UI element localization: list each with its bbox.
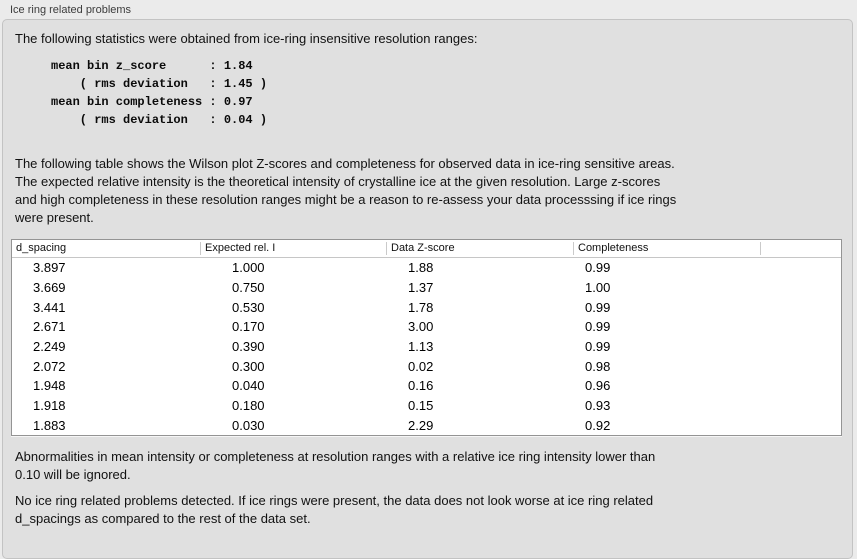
table-row[interactable]: 1.948 0.040 0.16 0.96 [12,376,841,396]
ice-ring-groupbox: The following statistics were obtained f… [2,19,853,559]
table-row[interactable]: 2.072 0.300 0.02 0.98 [12,356,841,376]
cell-completeness: 0.93 [585,398,611,414]
cell-expected-rel-i: 0.530 [232,299,265,315]
cell-d-spacing: 3.897 [33,260,66,276]
cell-expected-rel-i: 0.170 [232,319,265,335]
cell-expected-rel-i: 0.300 [232,358,265,374]
table-row[interactable]: 2.671 0.170 3.00 0.99 [12,317,841,337]
ignore-note: Abnormalities in mean intensity or compl… [15,449,656,482]
cell-completeness: 1.00 [585,280,611,296]
column-header-spacer [760,242,841,255]
cell-expected-rel-i: 0.040 [232,378,265,394]
table-row[interactable]: 3.441 0.530 1.78 0.99 [12,297,841,317]
cell-d-spacing: 3.669 [33,280,66,296]
cell-d-spacing: 1.948 [33,378,66,394]
cell-completeness: 0.92 [585,417,611,433]
conclusion-note: No ice ring related problems detected. I… [15,493,654,526]
column-header-data-z-score[interactable]: Data Z-score [386,242,573,255]
table-body: 3.897 1.000 1.88 0.99 3.669 0.750 1.37 1… [12,258,841,435]
column-header-completeness[interactable]: Completeness [573,242,760,255]
cell-data-z-score: 1.78 [408,299,434,315]
cell-d-spacing: 3.441 [33,299,66,315]
cell-data-z-score: 0.16 [408,378,434,394]
panel-title: Ice ring related problems [10,4,132,16]
table-row[interactable]: 2.249 0.390 1.13 0.99 [12,337,841,357]
cell-completeness: 0.96 [585,378,611,394]
intro-text: The following statistics were obtained f… [15,31,478,46]
table-row[interactable]: 1.883 0.030 2.29 0.92 [12,416,841,436]
cell-d-spacing: 2.249 [33,339,66,355]
cell-data-z-score: 3.00 [408,319,434,335]
cell-data-z-score: 2.29 [408,417,434,433]
table-row[interactable]: 3.897 1.000 1.88 0.99 [12,258,841,278]
cell-expected-rel-i: 1.000 [232,260,265,276]
cell-data-z-score: 1.37 [408,280,434,296]
table-row[interactable]: 3.669 0.750 1.37 1.00 [12,278,841,298]
cell-expected-rel-i: 0.030 [232,417,265,433]
cell-d-spacing: 2.072 [33,358,66,374]
cell-data-z-score: 1.13 [408,339,434,355]
cell-completeness: 0.99 [585,319,611,335]
cell-data-z-score: 0.15 [408,398,434,414]
table-description: The following table shows the Wilson plo… [15,156,677,225]
ice-ring-table: d_spacing Expected rel. I Data Z-score C… [11,239,842,436]
table-header-row: d_spacing Expected rel. I Data Z-score C… [12,240,841,258]
cell-data-z-score: 0.02 [408,358,434,374]
ice-ring-statistics-block: mean bin z_score : 1.84 ( rms deviation … [51,59,268,127]
cell-d-spacing: 1.918 [33,398,66,414]
column-header-expected-rel-i[interactable]: Expected rel. I [200,242,386,255]
cell-d-spacing: 1.883 [33,417,66,433]
cell-expected-rel-i: 0.180 [232,398,265,414]
cell-completeness: 0.99 [585,260,611,276]
cell-data-z-score: 1.88 [408,260,434,276]
cell-completeness: 0.99 [585,339,611,355]
cell-completeness: 0.99 [585,299,611,315]
cell-expected-rel-i: 0.750 [232,280,265,296]
cell-expected-rel-i: 0.390 [232,339,265,355]
cell-completeness: 0.98 [585,358,611,374]
column-header-d-spacing[interactable]: d_spacing [16,242,67,254]
table-row[interactable]: 1.918 0.180 0.15 0.93 [12,396,841,416]
cell-d-spacing: 2.671 [33,319,66,335]
